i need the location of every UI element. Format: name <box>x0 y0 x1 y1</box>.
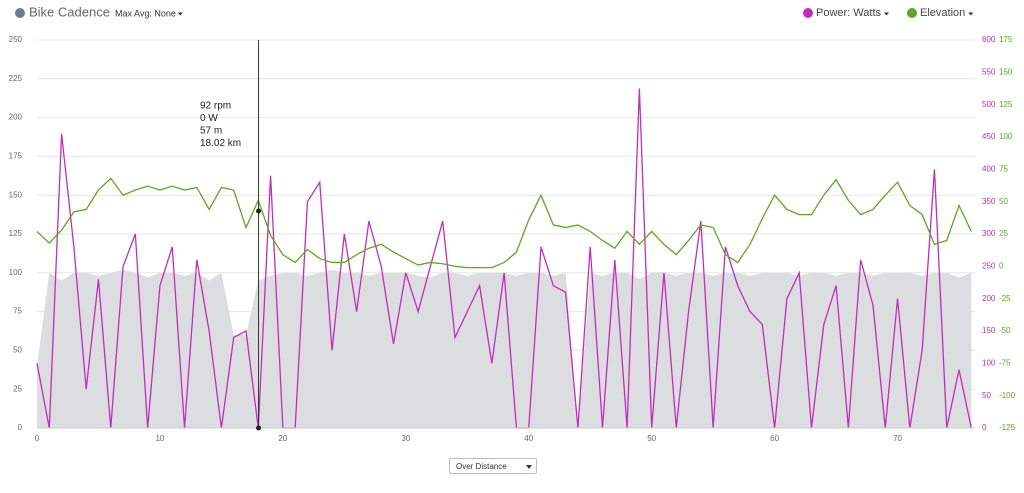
y-tick-label: 75 <box>13 307 22 316</box>
legend-swatch[interactable] <box>907 8 917 18</box>
y2-tick-label: 300 <box>982 229 996 238</box>
tooltip-line: 57 m <box>200 126 222 137</box>
y2-tick-label: 250 <box>982 261 996 270</box>
y-tick-label: 250 <box>9 35 23 44</box>
caret <box>884 12 889 16</box>
y3-tick-label: 0 <box>999 261 1004 270</box>
y3-tick-label: -25 <box>999 294 1011 303</box>
x-tick-label: 70 <box>893 434 902 443</box>
tooltip-line: 0 W <box>200 113 218 124</box>
y-tick-label: 225 <box>9 74 23 83</box>
x-selector-label: Over Distance <box>456 462 507 471</box>
y-tick-label: 200 <box>9 113 23 122</box>
cadence-area <box>37 269 972 428</box>
y-tick-label: 100 <box>9 268 23 277</box>
x-tick-label: 0 <box>35 434 40 443</box>
y2-tick-label: 500 <box>982 100 996 109</box>
tooltip-x: 18.02 km <box>200 138 241 149</box>
legend-swatch[interactable] <box>15 8 25 18</box>
tooltip-line: 92 rpm <box>200 101 231 112</box>
x-tick-label: 50 <box>647 434 656 443</box>
y3-tick-label: 25 <box>999 229 1008 238</box>
x-tick-label: 20 <box>278 434 287 443</box>
y-tick-label: 175 <box>9 152 23 161</box>
y3-tick-label: -50 <box>999 326 1011 335</box>
series-line <box>36 177 972 269</box>
y2-tick-label: 600 <box>982 35 996 44</box>
y3-tick-label: -100 <box>999 391 1016 400</box>
x-tick-label: 10 <box>155 434 164 443</box>
max-avg[interactable]: Max Avg: None <box>115 8 176 18</box>
y-tick-label: 25 <box>13 384 22 393</box>
x-selector-caret <box>526 465 532 469</box>
tooltip-dot <box>256 208 262 214</box>
legend-swatch[interactable] <box>803 8 813 18</box>
y3-tick-label: 150 <box>999 67 1013 76</box>
y3-tick-label: -125 <box>999 423 1016 432</box>
y2-tick-label: 400 <box>982 164 996 173</box>
y2-tick-label: 550 <box>982 67 996 76</box>
y-tick-label: 50 <box>13 346 22 355</box>
y3-tick-label: 50 <box>999 197 1008 206</box>
y2-tick-label: 150 <box>982 326 996 335</box>
y-tick-label: 125 <box>9 229 23 238</box>
legend-label[interactable]: Elevation <box>920 7 965 19</box>
y3-tick-label: 75 <box>999 164 1008 173</box>
caret <box>177 12 183 16</box>
legend-label[interactable]: Power: Watts <box>816 7 881 19</box>
y3-tick-label: 125 <box>999 100 1013 109</box>
caret <box>968 12 974 16</box>
y2-tick-label: 200 <box>982 294 996 303</box>
y2-tick-label: 100 <box>982 358 996 367</box>
y-tick-label: 150 <box>9 190 23 199</box>
x-tick-label: 30 <box>401 434 410 443</box>
tooltip-dot <box>256 425 262 431</box>
y3-tick-label: 175 <box>999 35 1013 44</box>
x-tick-label: 60 <box>770 434 779 443</box>
legend-label[interactable]: Bike Cadence <box>29 4 110 19</box>
series-line <box>36 88 972 429</box>
y-tick-label: 0 <box>18 423 23 432</box>
x-tick-label: 40 <box>524 434 533 443</box>
y2-tick-label: 0 <box>982 423 987 432</box>
y3-tick-label: -75 <box>999 358 1011 367</box>
x-selector[interactable]: Over Distance <box>449 458 537 474</box>
y3-tick-label: 100 <box>999 132 1013 141</box>
y2-tick-label: 350 <box>982 197 996 206</box>
y2-tick-label: 50 <box>982 391 991 400</box>
y2-tick-label: 450 <box>982 132 996 141</box>
